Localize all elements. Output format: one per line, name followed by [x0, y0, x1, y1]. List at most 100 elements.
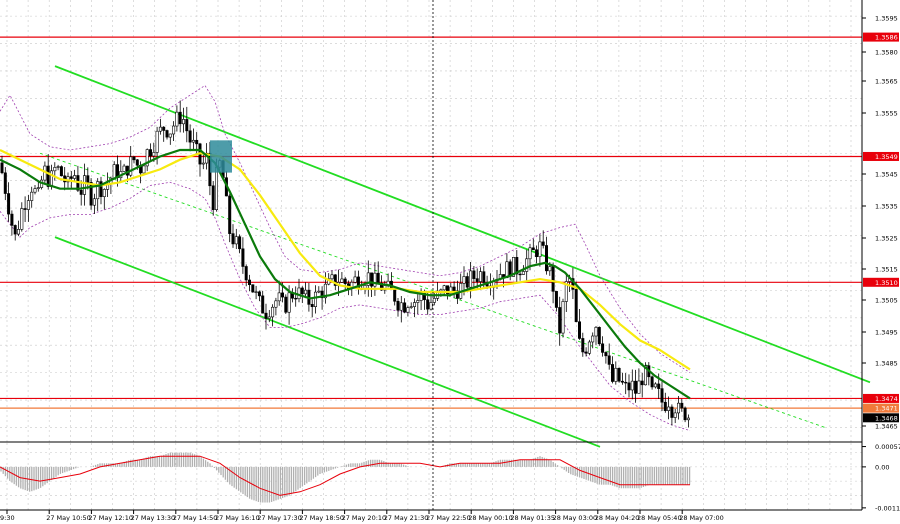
candle-body	[426, 299, 430, 310]
candle-body	[129, 156, 133, 176]
candle-body	[607, 355, 611, 365]
signal-box	[210, 140, 232, 173]
candle-body	[442, 285, 446, 291]
macd-signal-line	[0, 455, 690, 496]
channel-lines	[39, 65, 871, 448]
candle-body	[201, 162, 205, 165]
candle-body	[535, 249, 539, 258]
bollinger-bands	[0, 84, 691, 432]
macd-signal-path	[0, 455, 690, 496]
candle-body	[403, 302, 407, 313]
candle-body	[274, 300, 278, 308]
candle-body	[122, 165, 126, 172]
candle-body	[83, 175, 87, 195]
candle-body	[257, 291, 261, 297]
time-tick-label: 28 May 03:00	[553, 514, 598, 522]
moving-averages	[0, 148, 691, 400]
time-tick-label: 28 May 01:35	[510, 514, 555, 522]
candle-body	[16, 229, 20, 235]
time-tick-label: 27 May 13:30	[131, 514, 176, 522]
candle-body	[544, 245, 548, 272]
candle-body	[333, 274, 337, 286]
candle-body	[445, 285, 449, 295]
candle-body	[323, 283, 327, 299]
candle-body	[13, 225, 17, 235]
candle-body	[673, 412, 677, 418]
candle-body	[630, 380, 634, 391]
time-tick-label: 27 May 12:10	[88, 514, 133, 522]
level-label-box	[863, 393, 899, 403]
candle-body	[370, 272, 374, 287]
candle-body	[653, 383, 657, 388]
candle-body	[670, 406, 674, 418]
candle-body	[353, 276, 357, 283]
candle-body	[102, 189, 106, 197]
entry-signal-box	[210, 140, 232, 173]
candle-body	[46, 165, 50, 187]
candle-body	[79, 189, 83, 195]
candle-body	[195, 139, 199, 145]
candle-body	[149, 149, 153, 157]
candle-body	[551, 266, 555, 292]
time-tick-label: 27 May 10:50	[46, 514, 91, 522]
candle-body	[340, 278, 344, 283]
candle-body	[86, 175, 90, 183]
candle-body	[680, 402, 684, 409]
candle-body	[271, 306, 275, 318]
candle-body	[277, 292, 281, 302]
candle-body	[234, 236, 238, 245]
candle-body	[251, 284, 255, 293]
macd-tick-label: 0.00057	[875, 443, 900, 451]
candle-body	[211, 185, 215, 210]
candle-body	[469, 270, 473, 288]
level-label-text: 1.3474	[875, 395, 898, 403]
candle-body	[439, 289, 443, 292]
candle-body	[663, 401, 667, 411]
candle-body	[135, 159, 139, 166]
main-plot-area[interactable]	[0, 36, 871, 448]
candle-body	[577, 321, 581, 339]
candle-body	[620, 380, 624, 383]
candle-body	[294, 297, 298, 300]
time-tick-label: 27 May 20:10	[342, 514, 387, 522]
candle-body	[574, 289, 578, 323]
candle-body	[396, 300, 400, 311]
level-label-box	[863, 403, 899, 413]
candle-body	[280, 292, 284, 298]
price-tick-label: 1.3495	[875, 329, 898, 337]
candle-body	[228, 195, 232, 234]
candle-body	[683, 407, 687, 421]
candle-body	[531, 247, 535, 251]
candle-body	[343, 278, 347, 284]
macd-panel[interactable]	[0, 452, 691, 503]
candle-body	[412, 302, 416, 307]
level-label-text: 1.3471	[875, 405, 898, 413]
candle-body	[449, 286, 453, 295]
macd-tick-label: -0.00115	[875, 504, 900, 512]
candle-body	[33, 188, 37, 193]
candle-body	[26, 200, 30, 210]
price-tick-label: 1.3535	[875, 203, 898, 211]
price-tick-label: 1.3525	[875, 235, 898, 243]
candle-body	[637, 380, 641, 394]
candle-body	[634, 380, 638, 394]
candle-body	[541, 241, 545, 246]
candle-body	[564, 281, 568, 302]
candle-body	[20, 208, 24, 230]
time-tick-label: 28 May 05:40	[637, 514, 682, 522]
candle-body	[462, 276, 466, 284]
candle-body	[112, 164, 116, 179]
bollinger-lower	[0, 181, 691, 432]
macd-axis: 0.00057 0.00 -0.00115	[862, 443, 900, 512]
candle-body	[244, 266, 248, 281]
level-label-text: 1.3586	[875, 34, 898, 42]
candle-body	[30, 191, 34, 201]
candle-body	[254, 291, 258, 293]
price-tick-label: 1.3485	[875, 360, 898, 368]
time-tick-label: 28 May 00:10	[468, 514, 513, 522]
candle-body	[238, 236, 242, 250]
channel-midline	[39, 152, 826, 428]
